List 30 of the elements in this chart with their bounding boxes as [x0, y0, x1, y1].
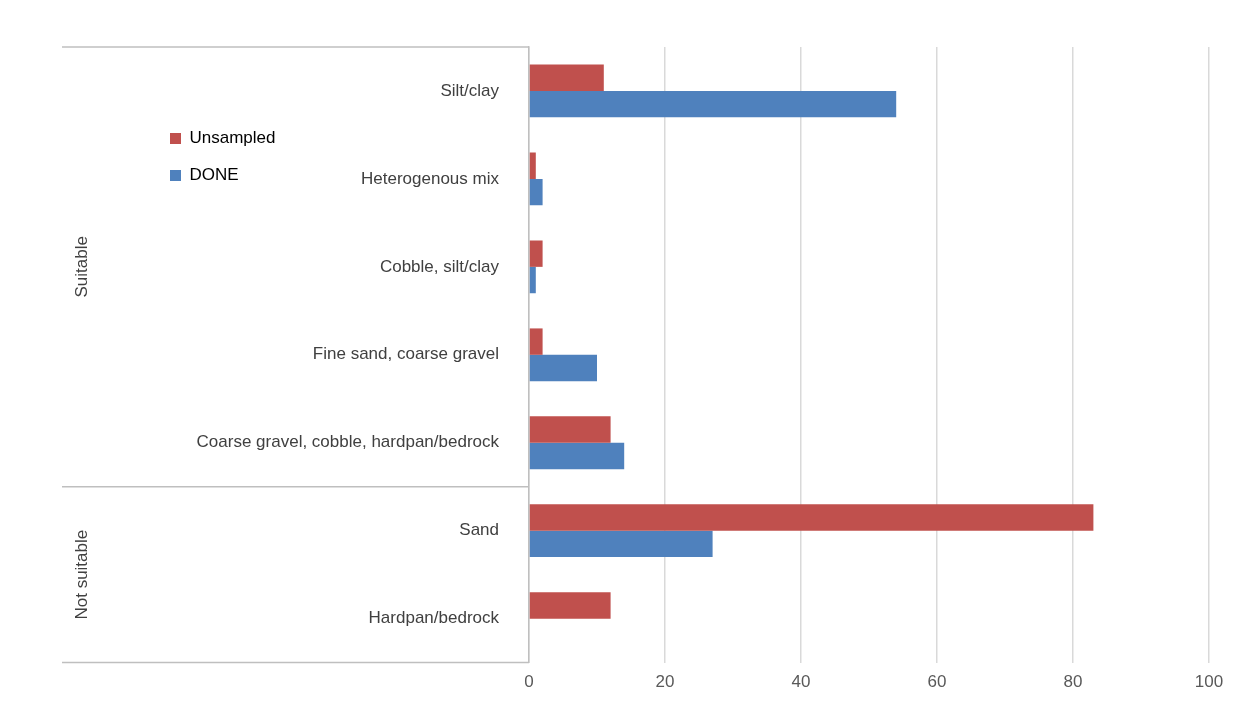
y-tick-label: Fine sand, coarse gravel — [312, 344, 499, 364]
bar — [529, 328, 543, 355]
bar — [529, 64, 604, 91]
bar — [529, 442, 625, 470]
y-tick-label: Silt/clay — [440, 80, 500, 100]
bar — [529, 152, 536, 179]
bar — [529, 90, 897, 118]
y-tick-label: Heterogenous mix — [361, 168, 500, 188]
x-tick-label: 40 — [791, 672, 811, 692]
y-tick-label: Hardpan/bedrock — [368, 608, 500, 628]
bar — [529, 354, 597, 382]
x-tick-label: 60 — [927, 672, 947, 692]
bar — [529, 504, 1094, 531]
legend-label: DONE — [189, 165, 239, 185]
bar — [529, 416, 611, 443]
y-tick-label: Cobble, silt/clay — [379, 256, 500, 276]
text: Suitable — [71, 236, 91, 298]
y-tick-label: Coarse gravel, cobble, hardpan/bedrock — [196, 432, 500, 452]
bar — [529, 266, 536, 294]
x-tick-label: 0 — [524, 672, 534, 692]
bar — [529, 530, 713, 558]
legend-label: Unsampled — [189, 128, 276, 148]
bar — [529, 178, 543, 206]
bar — [529, 240, 543, 267]
x-tick-label: 100 — [1194, 672, 1224, 692]
bar — [529, 592, 611, 619]
x-tick-label: 80 — [1063, 672, 1083, 692]
y-tick-label: Sand — [459, 520, 499, 540]
x-tick-label: 20 — [655, 672, 675, 692]
text: Not suitable — [71, 529, 91, 620]
